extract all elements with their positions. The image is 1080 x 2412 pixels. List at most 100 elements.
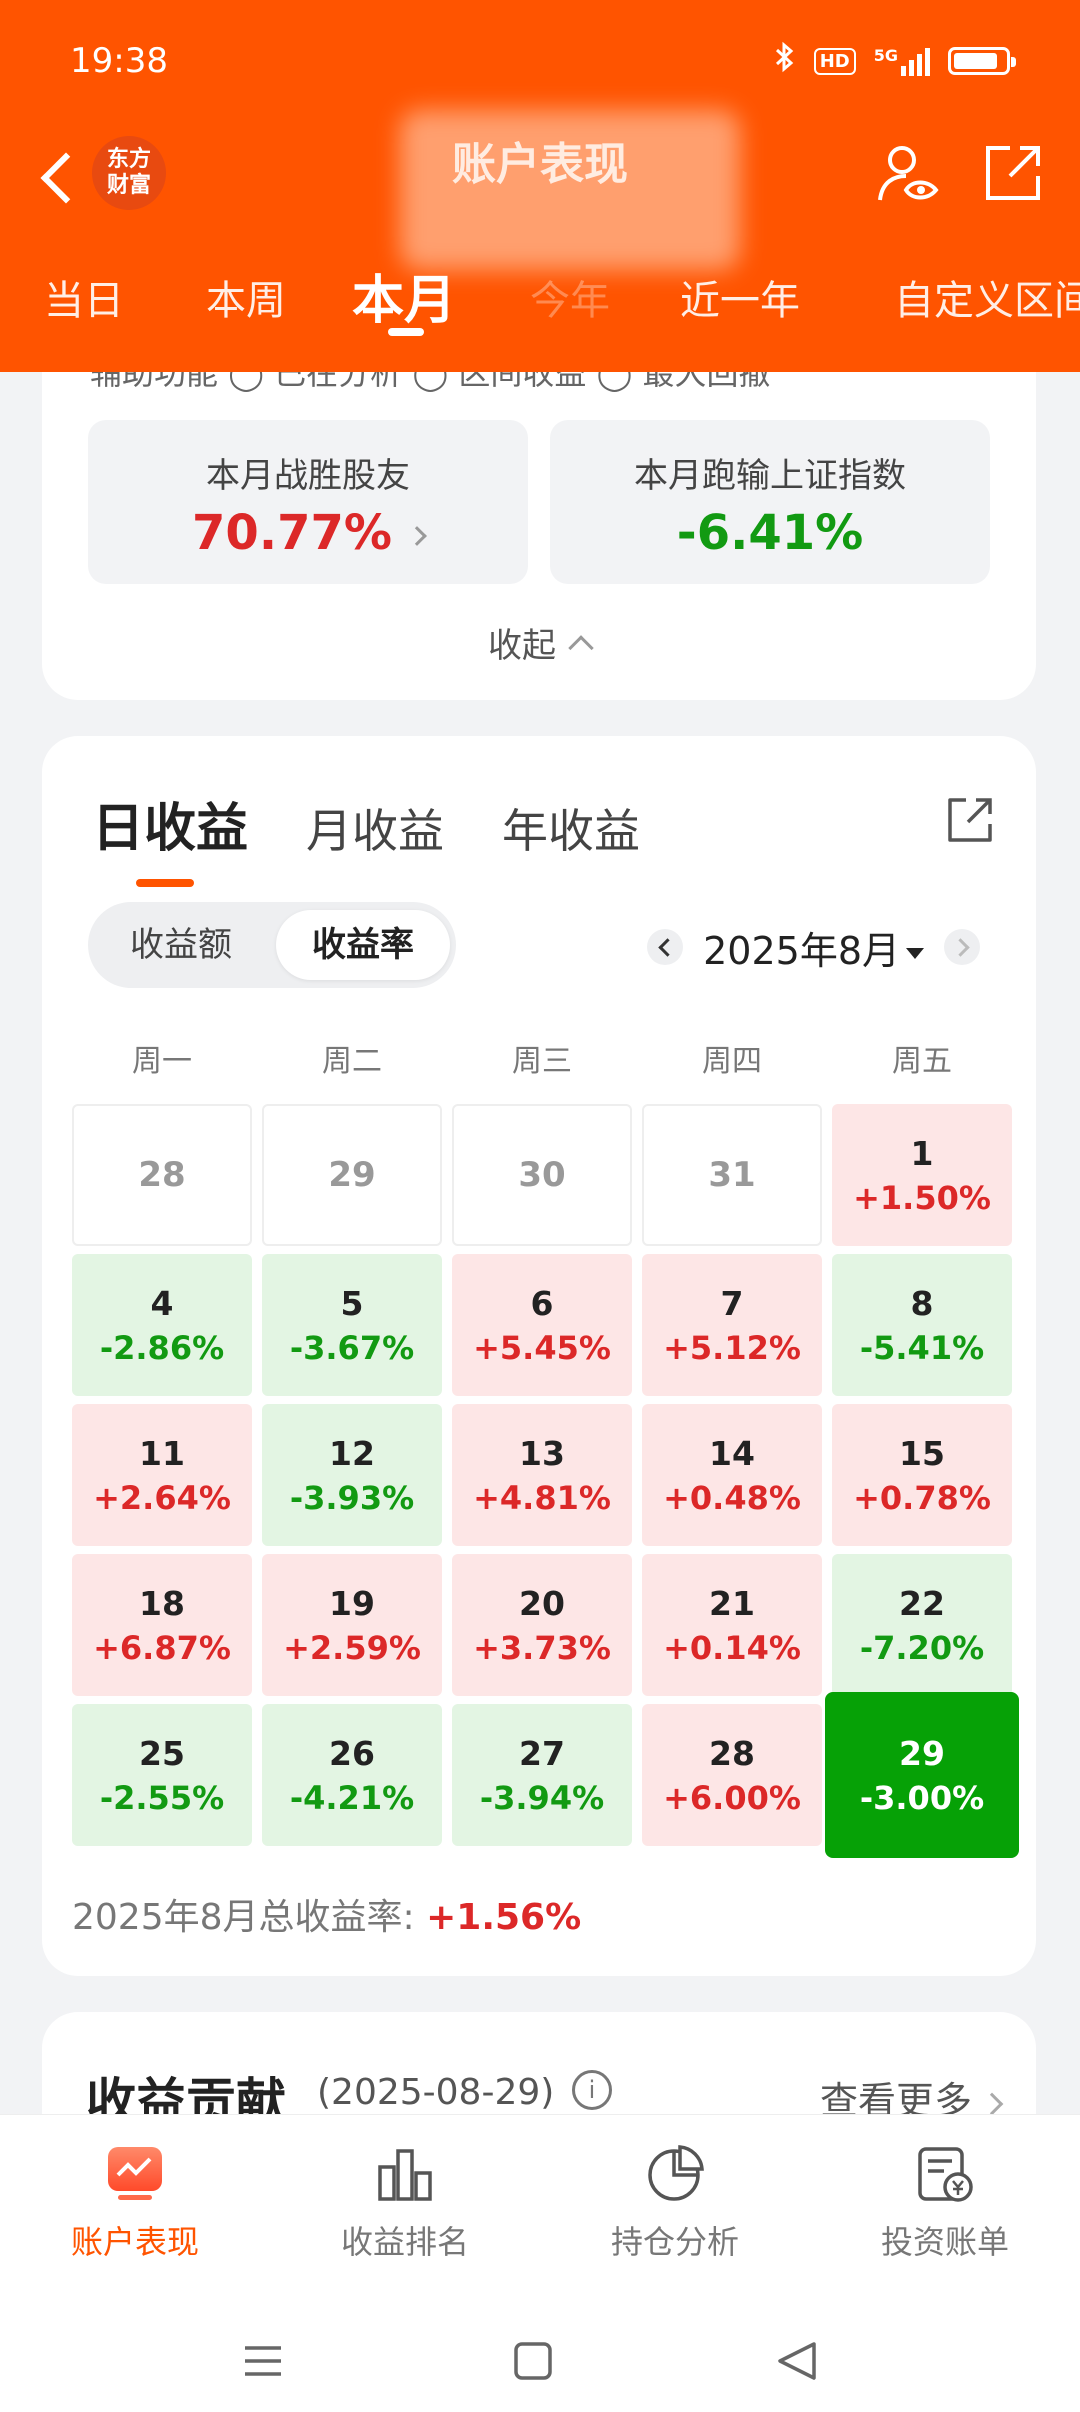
calendar-day[interactable]: 26 -4.21%	[262, 1704, 442, 1846]
lag-label: 本月跑输上证指数	[634, 456, 906, 496]
day-profit-rate: +6.87%	[93, 1628, 231, 1667]
toggle-rate[interactable]: 收益率	[276, 910, 450, 980]
calendar-day[interactable]: 21 +0.14%	[642, 1554, 822, 1696]
calendar-day[interactable]: 25 -2.55%	[72, 1704, 252, 1846]
calendar-day[interactable]: 15 +0.78%	[832, 1404, 1012, 1546]
total-label: 2025年8月总收益率:	[72, 1897, 427, 1938]
nav-investment-bill[interactable]: 投资账单	[810, 2135, 1080, 2263]
calendar-day[interactable]: 20 +3.73%	[452, 1554, 632, 1696]
calendar-day[interactable]: 14 +0.48%	[642, 1404, 822, 1546]
collapse-label: 收起	[488, 626, 556, 666]
day-number: 20	[519, 1583, 565, 1623]
tab-last-year[interactable]: 近一年	[680, 278, 800, 324]
calendar-day[interactable]: 29	[262, 1104, 442, 1246]
status-bar: 19:38 HD 5G	[70, 36, 1016, 86]
day-profit-rate: -3.94%	[479, 1778, 605, 1817]
day-number: 13	[519, 1433, 565, 1473]
calendar-day-selected[interactable]: 29 -3.00%	[825, 1692, 1019, 1858]
share-icon[interactable]	[944, 794, 996, 846]
app-logo: 东方 财富	[92, 136, 166, 210]
pie-chart-icon	[644, 2143, 706, 2205]
day-number: 5	[340, 1283, 364, 1323]
status-time: 19:38	[70, 41, 168, 81]
calendar-day[interactable]: 31	[642, 1104, 822, 1246]
logo-text-2: 财富	[106, 173, 151, 198]
nav-label: 持仓分析	[610, 2223, 739, 2261]
logo-text-1: 东方	[106, 147, 151, 172]
calendar-day[interactable]: 30	[452, 1104, 632, 1246]
calendar-day[interactable]: 27 -3.94%	[452, 1704, 632, 1846]
day-number: 11	[139, 1433, 185, 1473]
day-number: 28	[138, 1155, 186, 1195]
weekday-label: 周三	[512, 1044, 572, 1079]
prev-month-icon[interactable]	[647, 929, 684, 965]
signal-icon: 5G	[874, 46, 930, 76]
calendar-day[interactable]: 1 +1.50%	[832, 1104, 1012, 1246]
collapse-button[interactable]: 收起	[42, 618, 1036, 667]
info-icon[interactable]: i	[572, 2070, 612, 2110]
day-profit-rate: +5.45%	[473, 1328, 611, 1367]
day-number: 29	[328, 1155, 376, 1195]
day-profit-rate: +3.73%	[473, 1628, 611, 1667]
calendar-day[interactable]: 4 -2.86%	[72, 1254, 252, 1396]
month-navigator: 2025年8月	[647, 912, 980, 982]
calendar-day[interactable]: 19 +2.59%	[262, 1554, 442, 1696]
tab-monthly-profit[interactable]: 月收益	[306, 804, 445, 858]
day-number: 27	[519, 1733, 565, 1773]
tab-day[interactable]: 当日	[44, 278, 124, 324]
calendar-day[interactable]: 12 -3.93%	[262, 1404, 442, 1546]
summary-card: 辅助功能 ◯ 已在分析 ◯ 区间收益 ◯ 最大回撤 本月战胜股友 70.77% …	[42, 330, 1036, 700]
day-number: 25	[139, 1733, 185, 1773]
calendar-day[interactable]: 13 +4.81%	[452, 1404, 632, 1546]
calendar-day[interactable]: 7 +5.12%	[642, 1254, 822, 1396]
chart-card-icon	[104, 2143, 166, 2205]
day-number: 18	[139, 1583, 185, 1623]
bottom-navigation: 账户表现 收益排名 持仓分析 投资账单	[0, 2114, 1080, 2314]
beat-friends-stat[interactable]: 本月战胜股友 70.77%	[88, 420, 528, 584]
tab-month[interactable]: 本月	[352, 271, 457, 331]
system-navigation-bar	[0, 2314, 1080, 2412]
day-profit-rate: +1.50%	[853, 1178, 991, 1217]
nav-holding-analysis[interactable]: 持仓分析	[540, 2135, 810, 2263]
tab-custom-range[interactable]: 自定义区间	[894, 278, 1080, 324]
calendar-day[interactable]: 28 +6.00%	[642, 1704, 822, 1846]
contribution-date: (2025-08-29)	[317, 2072, 555, 2113]
day-number: 26	[329, 1733, 375, 1773]
back-icon	[778, 2342, 816, 2380]
tab-year[interactable]: 今年	[530, 278, 610, 324]
day-number: 7	[720, 1283, 744, 1323]
bill-icon	[914, 2143, 976, 2205]
calendar-day[interactable]: 8 -5.41%	[832, 1254, 1012, 1396]
calendar-day[interactable]: 18 +6.87%	[72, 1554, 252, 1696]
calendar-day[interactable]: 22 -7.20%	[832, 1554, 1012, 1696]
tab-week[interactable]: 本周	[206, 278, 286, 324]
calendar-day[interactable]: 28	[72, 1104, 252, 1246]
day-profit-rate: -2.55%	[99, 1778, 225, 1817]
next-month-icon[interactable]	[944, 929, 980, 965]
tab-daily-profit[interactable]: 日收益	[92, 786, 248, 887]
period-tabs: 当日 本周 本月 今年 近一年 自定义区间	[0, 258, 1080, 338]
day-profit-rate: -2.86%	[99, 1328, 225, 1367]
network-type: 5G	[873, 46, 898, 65]
toggle-amount[interactable]: 收益额	[130, 925, 232, 965]
user-view-icon[interactable]	[876, 142, 940, 206]
caret-down-icon	[906, 947, 924, 959]
title-bar: 东方 财富 账户表现	[0, 110, 1080, 270]
home-icon	[514, 2342, 552, 2380]
app-header: 19:38 HD 5G 东方 财富 账户表现 当日 本周	[0, 0, 1080, 372]
day-profit-rate: -5.41%	[859, 1328, 985, 1367]
calendar-day[interactable]: 6 +5.45%	[452, 1254, 632, 1396]
battery-icon	[948, 47, 1016, 75]
nav-account-performance[interactable]: 账户表现	[0, 2135, 270, 2263]
month-total: 2025年8月总收益率: +1.56%	[72, 1888, 581, 1940]
day-number: 1	[910, 1133, 934, 1173]
tab-yearly-profit[interactable]: 年收益	[502, 804, 641, 858]
calendar-day[interactable]: 11 +2.64%	[72, 1404, 252, 1546]
day-profit-rate: +0.14%	[663, 1628, 801, 1667]
nav-label: 账户表现	[70, 2223, 199, 2261]
nav-profit-ranking[interactable]: 收益排名	[270, 2135, 540, 2263]
calendar-day[interactable]: 5 -3.67%	[262, 1254, 442, 1396]
share-icon[interactable]	[982, 142, 1044, 204]
month-selector[interactable]: 2025年8月	[703, 920, 924, 975]
weekday-header: 周一 周二 周三 周四 周五	[72, 1036, 1012, 1086]
